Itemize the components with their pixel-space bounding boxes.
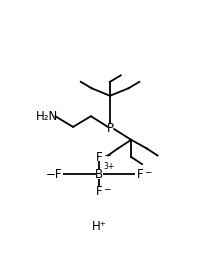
- Text: B: B: [95, 168, 103, 181]
- Text: F: F: [137, 168, 144, 181]
- Text: −F: −F: [46, 168, 63, 181]
- Text: H⁺: H⁺: [92, 220, 107, 233]
- Text: H₂N: H₂N: [36, 110, 58, 123]
- Text: F: F: [96, 150, 103, 163]
- Text: −: −: [103, 184, 110, 193]
- Text: −: −: [103, 150, 110, 159]
- Text: F: F: [96, 185, 103, 198]
- Text: −: −: [144, 167, 152, 176]
- Text: P: P: [106, 122, 113, 135]
- Text: 3+: 3+: [103, 162, 114, 171]
